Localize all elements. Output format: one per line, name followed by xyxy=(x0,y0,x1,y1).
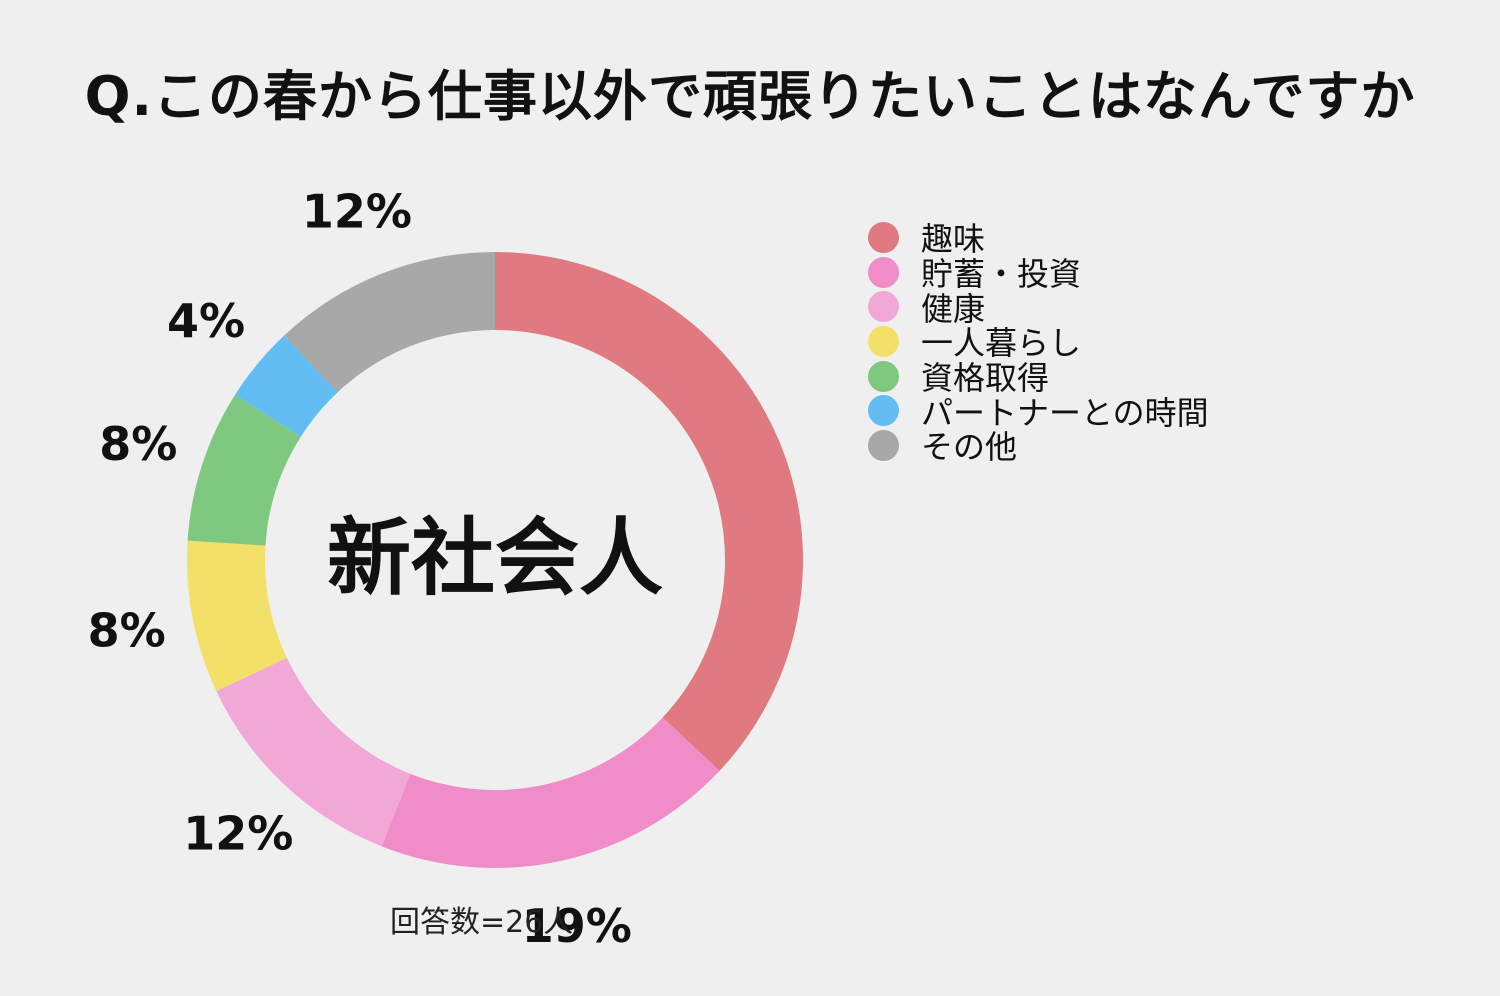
donut-slice xyxy=(381,717,720,868)
legend-swatch xyxy=(868,256,899,288)
legend-item: その他 xyxy=(868,428,1209,466)
donut-slice xyxy=(187,394,301,546)
chart-title: Q.この春から仕事以外で頑張りたいことはなんですか xyxy=(84,65,1416,128)
legend-label: 貯蓄・投資 xyxy=(921,255,1082,294)
slice-percent-label: 19% xyxy=(522,899,632,953)
respondent-count: 回答数=26人 xyxy=(390,905,574,940)
legend-label: パートナーとの時間 xyxy=(921,393,1209,432)
legend-swatch xyxy=(868,360,899,392)
slice-percent-label: 8% xyxy=(88,603,166,657)
donut-slice xyxy=(234,335,338,437)
center-label: 新社会人 xyxy=(327,509,663,607)
legend-swatch xyxy=(868,429,899,461)
legend-swatch xyxy=(868,291,899,323)
legend-swatch xyxy=(868,221,899,253)
legend-item: 貯蓄・投資 xyxy=(868,255,1209,293)
legend-swatch xyxy=(868,395,899,427)
legend-item: 一人暮らし xyxy=(868,324,1209,362)
donut-slice xyxy=(187,540,287,692)
donut-slice xyxy=(284,252,495,393)
legend-item: 健康 xyxy=(868,289,1209,328)
slice-percent-label: 12% xyxy=(183,806,293,860)
donut-slice xyxy=(495,252,803,771)
legend-swatch xyxy=(868,325,899,357)
legend-label: 趣味 xyxy=(921,220,986,259)
slice-percent-label: 12% xyxy=(302,184,412,238)
legend-item: 趣味 xyxy=(868,220,1209,258)
legend-item: 資格取得 xyxy=(868,359,1209,397)
legend-label: 健康 xyxy=(921,289,986,328)
legend-label: 一人暮らし xyxy=(921,324,1082,363)
legend-label: その他 xyxy=(921,428,1018,467)
legend: 趣味 貯蓄・投資 健康 一人暮らし 資格取得 パートナーとの時間 その他 xyxy=(868,220,1209,466)
legend-item: パートナーとの時間 xyxy=(868,393,1209,432)
donut-slice xyxy=(216,657,411,847)
legend-label: 資格取得 xyxy=(921,359,1050,398)
slice-percent-label: 4% xyxy=(167,294,245,348)
slice-percent-label: 8% xyxy=(99,417,177,471)
